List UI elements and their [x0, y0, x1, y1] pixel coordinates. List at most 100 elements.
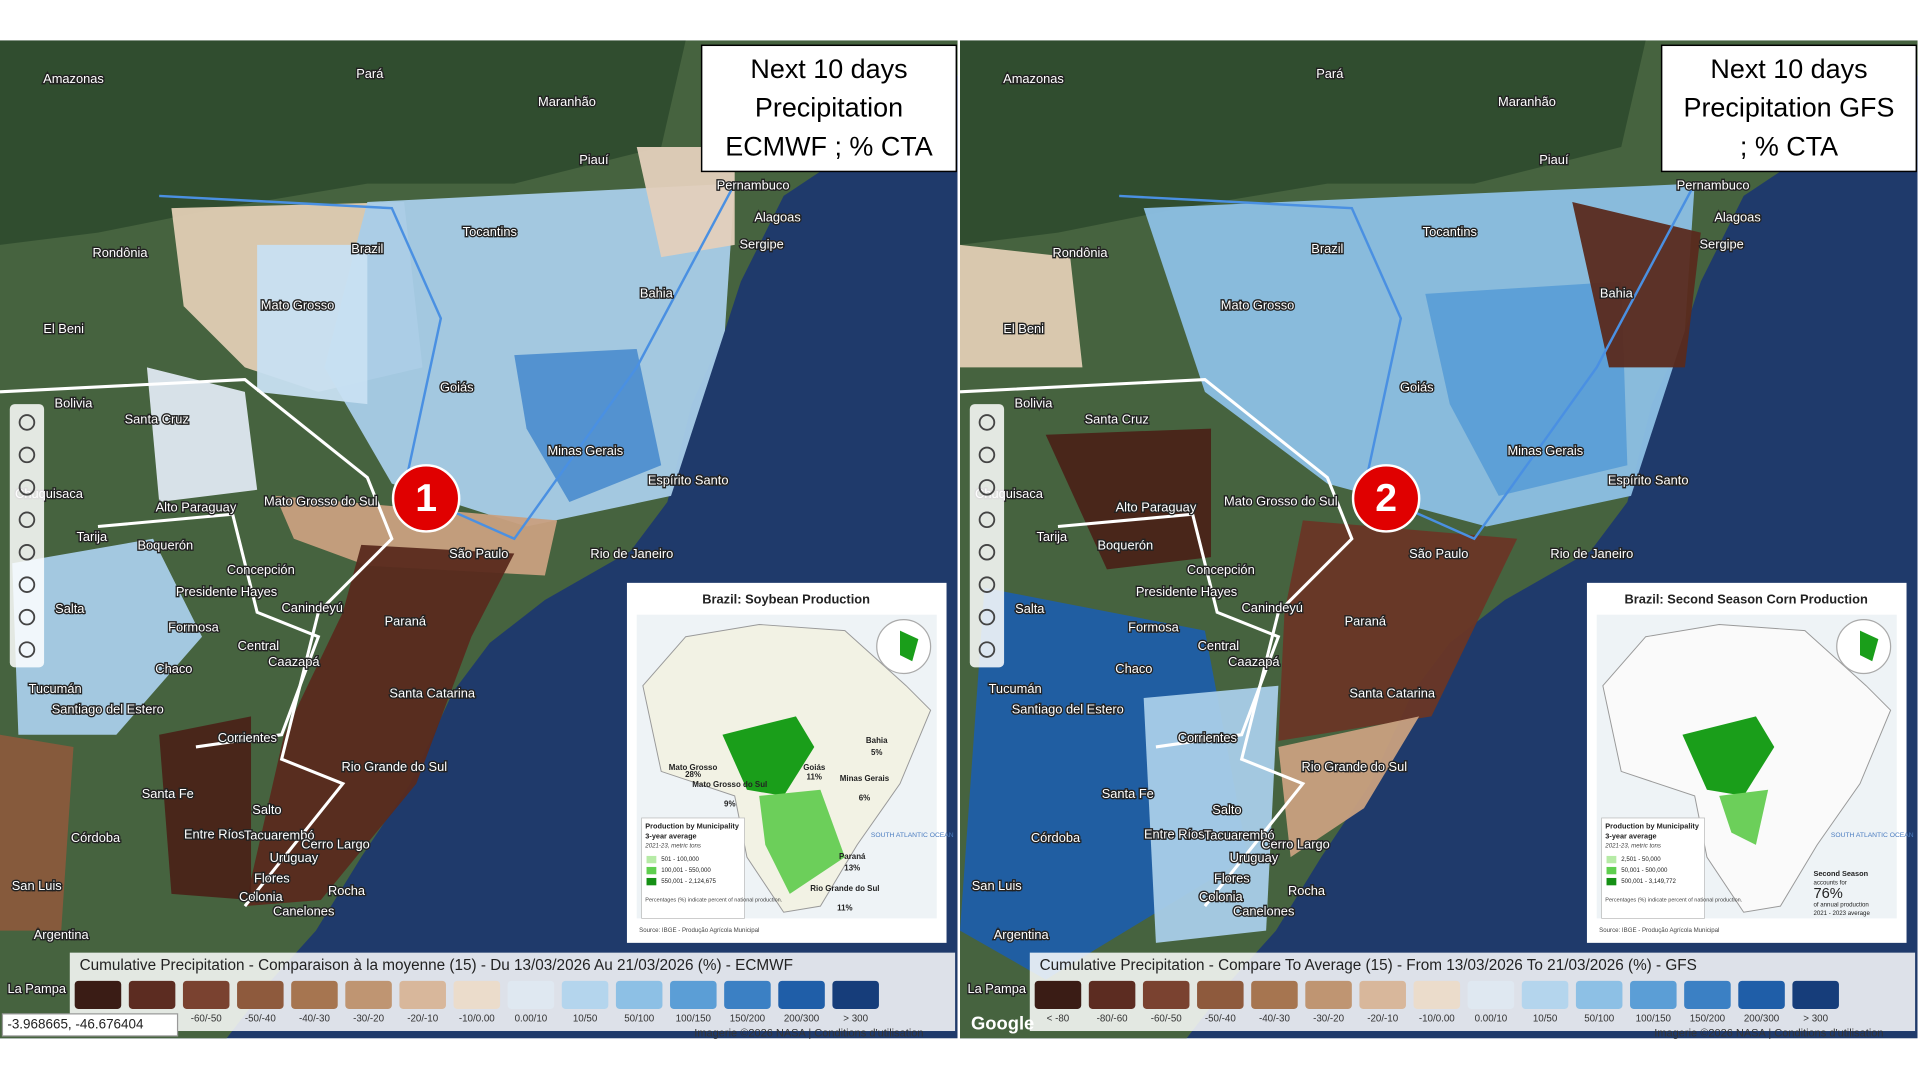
control-button[interactable]	[18, 576, 36, 593]
place-label: San Luis	[12, 878, 62, 893]
inset-label: Bahia	[866, 736, 888, 745]
place-label: Pernambuco	[717, 178, 790, 193]
place-label: Piauí	[579, 152, 609, 167]
google-logo: Google	[971, 1013, 1034, 1034]
map-layer: Amazonas Pará Maranhão Piauí Pernambuco Alago…	[960, 40, 1918, 1039]
legend-swatch	[1197, 980, 1244, 1009]
legend-swatch	[345, 980, 392, 1009]
place-label: Alto Paraguay	[1116, 500, 1197, 515]
place-label: Santiago del Estero	[52, 702, 164, 717]
place-label: Amazonas	[43, 71, 104, 86]
inset-legend-units: 2021-23, metric tons	[644, 843, 701, 850]
control-button[interactable]	[18, 608, 36, 626]
place-label: Flores	[254, 871, 290, 886]
inset-legend-swatch	[1606, 877, 1617, 886]
place-label: Paraná	[385, 613, 427, 628]
inset-label: 11%	[807, 773, 822, 782]
badge	[391, 464, 461, 533]
inset-legend-swatch	[646, 855, 657, 864]
title-line: ECMWF ; % CTA	[725, 131, 932, 161]
legend-swatch	[1521, 980, 1569, 1009]
place-label: Bahia	[1600, 285, 1634, 300]
legend-label: 100/150	[1636, 1013, 1672, 1024]
control-button[interactable]	[978, 414, 996, 431]
place-label: Caazapá	[268, 654, 320, 669]
control-button[interactable]	[18, 543, 36, 561]
legend-swatch	[670, 980, 717, 1009]
place-label: Salta	[55, 601, 85, 616]
legend-swatch	[182, 980, 230, 1009]
place-label: Chaco	[155, 661, 192, 676]
control-button[interactable]	[978, 608, 996, 626]
precip-zone	[12, 538, 203, 735]
place-label: Córdoba	[71, 830, 121, 845]
inset-title: Brazil: Second Season Corn Production	[1624, 591, 1868, 606]
place-label: El Beni	[1003, 321, 1044, 336]
place-label: Rio de Janeiro	[590, 546, 673, 561]
control-button[interactable]	[18, 414, 36, 431]
precip-zone	[257, 244, 368, 405]
place-label: Canelones	[1233, 904, 1294, 919]
control-button[interactable]	[978, 543, 996, 561]
legend-label: 150/200	[730, 1013, 766, 1024]
control-button[interactable]	[18, 446, 36, 464]
inset-source: Source: IBGE - Produção Agrícola Municip…	[1599, 927, 1719, 934]
legend-swatch	[128, 980, 176, 1009]
map-panel: Amazonas Pará Maranhão Piauí Pernambuco Alago…	[960, 40, 1918, 1039]
inset-label: Rio Grande do Sul	[810, 884, 879, 893]
precip-zone	[960, 40, 1646, 245]
control-button[interactable]	[978, 641, 996, 658]
legend-swatch	[1575, 980, 1623, 1009]
inset-label: 28%	[685, 770, 701, 779]
control-button[interactable]	[978, 576, 996, 593]
place-label: Salto	[252, 802, 281, 817]
inset-legend-swatch	[646, 877, 657, 886]
place-label: Rocha	[1288, 883, 1326, 898]
place-label: Argentina	[994, 927, 1050, 942]
legend-label: > 300	[1803, 1013, 1828, 1024]
place-label: Formosa	[168, 620, 220, 635]
place-label: Mato Grosso	[261, 298, 335, 313]
inset-legend-class: 550,001 - 2,124,675	[661, 878, 716, 885]
legend-label: -50/-40	[245, 1013, 277, 1024]
control-button[interactable]	[978, 511, 996, 529]
place-label: Mato Grosso	[1221, 298, 1295, 313]
legend-swatch	[1034, 980, 1082, 1009]
control-button[interactable]	[978, 479, 996, 496]
control-button[interactable]	[978, 446, 996, 464]
precip-zone	[0, 734, 74, 931]
country-border	[960, 378, 1354, 908]
legend-swatch	[615, 980, 663, 1009]
inset-legend-sub: 3-year average	[1605, 831, 1656, 840]
legend-title: Cumulative Precipitation - Compare To Av…	[1040, 957, 1697, 974]
legend-label: 50/100	[1584, 1013, 1614, 1024]
place-label: Santiago del Estero	[1012, 702, 1124, 717]
map-controls	[969, 404, 1005, 668]
badge-number: 1	[415, 477, 437, 520]
place-label: Uruguay	[1230, 850, 1279, 865]
place-label: Córdoba	[1031, 830, 1081, 845]
inset-globe-land	[1860, 630, 1879, 662]
legend-label: -30/-20	[1313, 1013, 1345, 1024]
legend-label: -10/0.00	[1419, 1013, 1455, 1024]
control-button[interactable]	[18, 641, 36, 658]
inset-source: Source: IBGE - Produção Agrícola Municip…	[639, 927, 759, 934]
place-label: Canelones	[273, 904, 334, 919]
inset-callout: of annual production	[1813, 902, 1868, 909]
legend-label: 10/50	[1533, 1013, 1558, 1024]
legend-label: 50/100	[624, 1013, 654, 1024]
place-label: Alagoas	[754, 209, 800, 224]
control-button[interactable]	[18, 479, 36, 496]
title-box	[700, 44, 958, 173]
control-button[interactable]	[18, 511, 36, 529]
legend-label: -20/-10	[407, 1013, 439, 1024]
badge-number: 2	[1375, 477, 1397, 520]
place-label: Maranhão	[538, 94, 596, 109]
inset-note: Percentages (%) indicate percent of nati…	[645, 897, 782, 903]
legend-label: 10/50	[573, 1013, 598, 1024]
inset-callout: 2021 - 2023 average	[1813, 910, 1870, 917]
legend-swatch	[1630, 980, 1677, 1009]
country-border	[0, 378, 394, 908]
legend-swatch	[291, 980, 338, 1009]
coordinates: -3.968665, -46.676404	[7, 1016, 144, 1031]
